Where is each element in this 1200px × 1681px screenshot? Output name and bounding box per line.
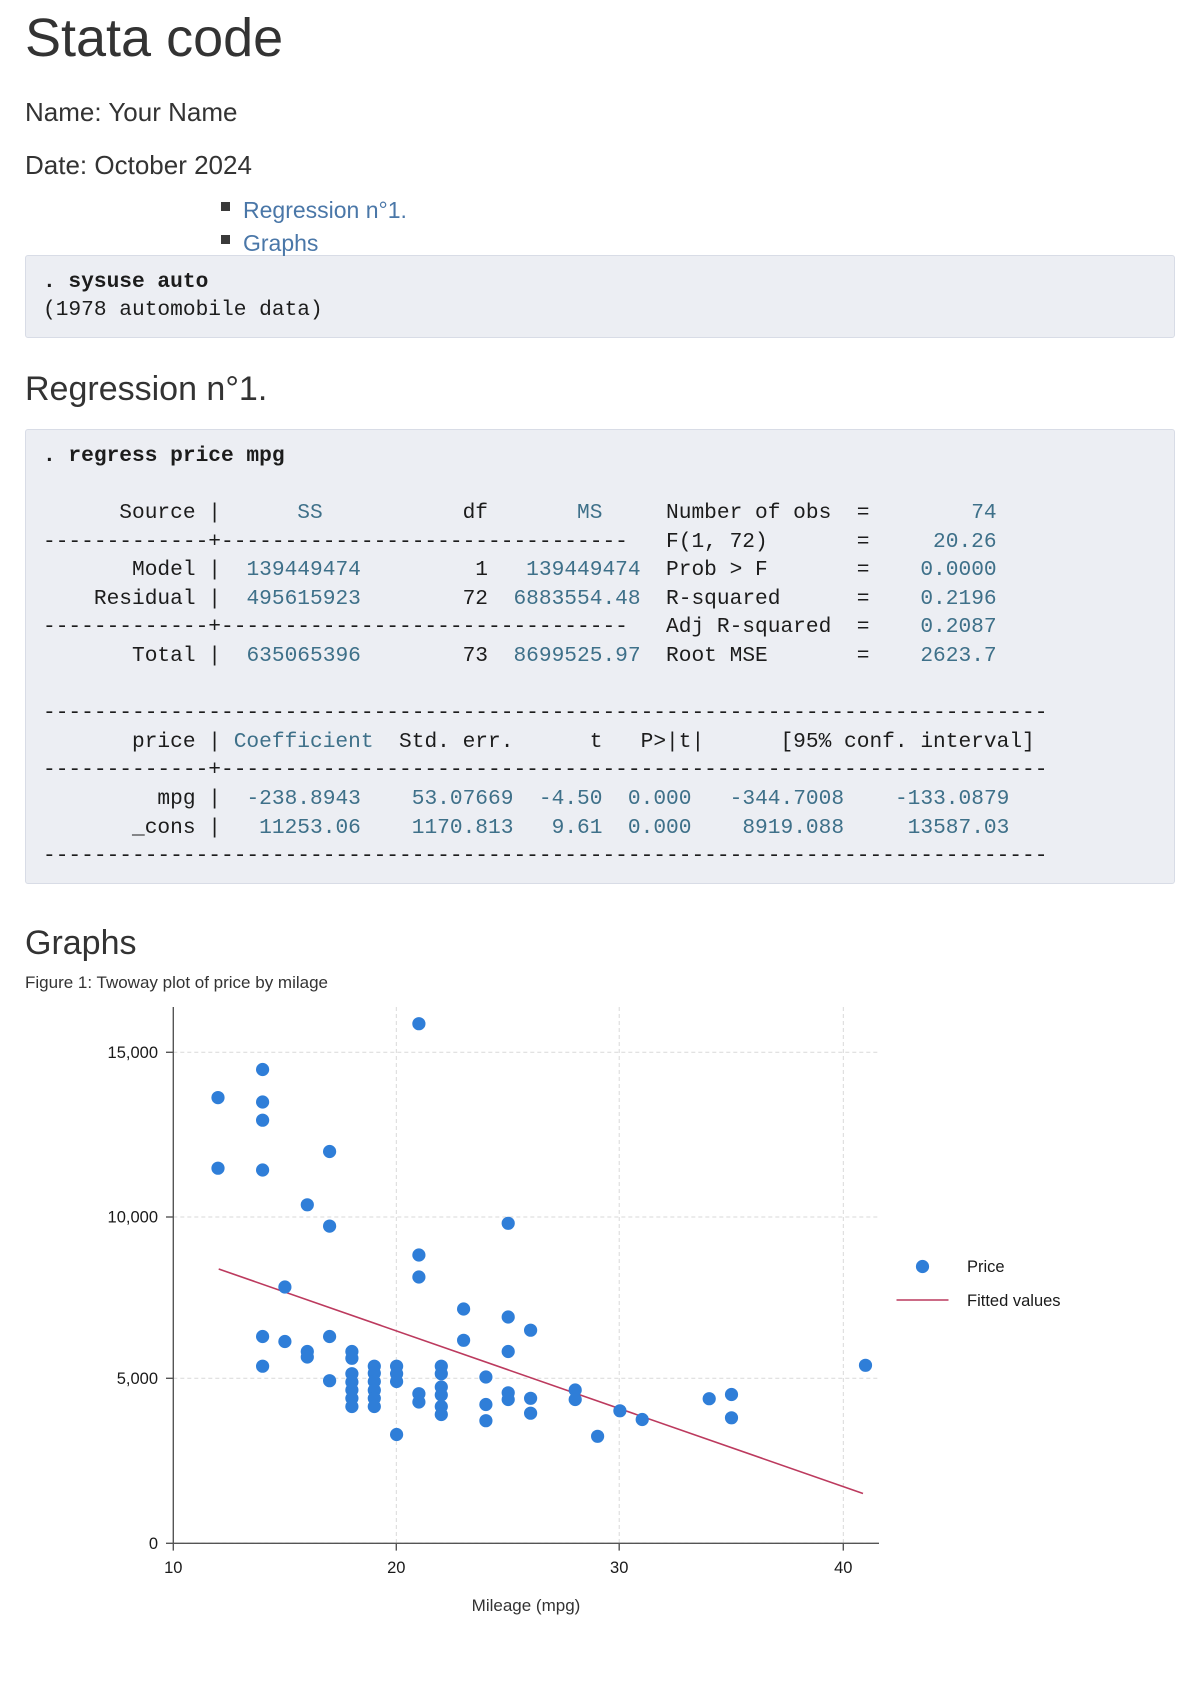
svg-text:Price: Price xyxy=(967,1258,1005,1276)
svg-text:30: 30 xyxy=(610,1559,628,1577)
svg-text:10: 10 xyxy=(164,1559,182,1577)
svg-text:10,000: 10,000 xyxy=(108,1208,158,1226)
svg-text:20: 20 xyxy=(387,1559,405,1577)
svg-text:0: 0 xyxy=(149,1535,158,1553)
svg-text:Mileage (mpg): Mileage (mpg) xyxy=(472,1596,581,1615)
svg-text:15,000: 15,000 xyxy=(108,1044,158,1062)
svg-text:40: 40 xyxy=(834,1559,852,1577)
svg-text:Fitted values: Fitted values xyxy=(967,1292,1061,1310)
svg-text:5,000: 5,000 xyxy=(117,1370,158,1388)
